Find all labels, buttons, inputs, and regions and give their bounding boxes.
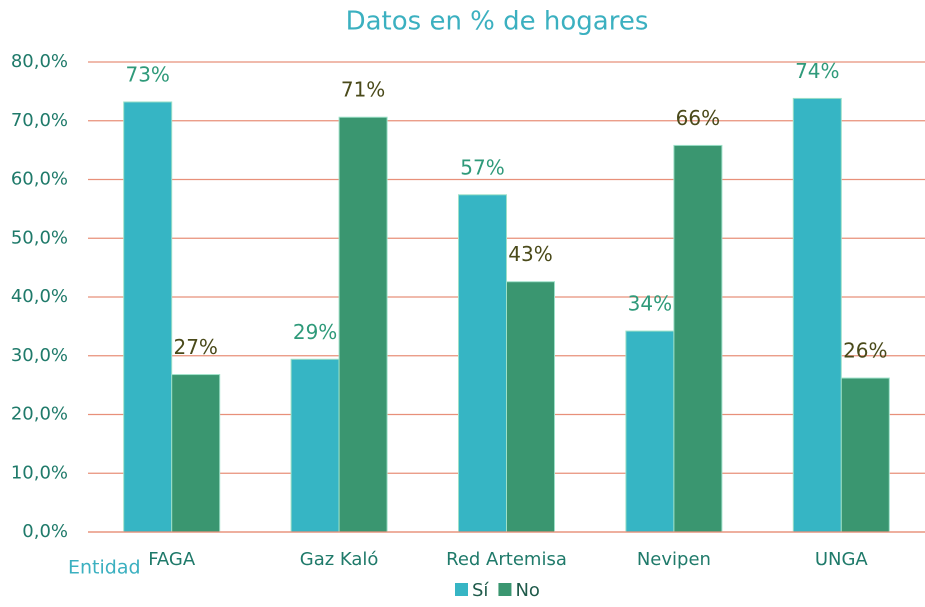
x-axis-label: Entidad [68, 557, 141, 579]
data-label: 26% [843, 339, 887, 363]
x-tick-label: UNGA [815, 549, 869, 570]
y-tick-label: 10,0% [11, 462, 68, 483]
bar [625, 330, 675, 533]
y-tick-label: 50,0% [11, 227, 68, 248]
bar [506, 281, 555, 533]
chart-title: Datos en % de hogares [346, 7, 649, 37]
data-label: 66% [676, 106, 720, 130]
y-tick-label: 60,0% [11, 169, 68, 190]
data-label: 57% [460, 155, 504, 179]
x-tick-label: Nevipen [637, 549, 711, 570]
data-label: 34% [628, 292, 672, 316]
x-tick-label: FAGA [148, 549, 196, 570]
bar [673, 144, 723, 533]
legend-label: Sí [472, 580, 489, 601]
y-tick-label: 20,0% [11, 404, 68, 425]
bar [290, 358, 340, 533]
y-tick-label: 40,0% [11, 286, 68, 307]
data-label: 43% [508, 242, 552, 266]
bar [171, 374, 221, 533]
data-label: 29% [293, 320, 337, 344]
bar [123, 101, 173, 533]
legend-swatch [498, 583, 512, 596]
data-label: 71% [341, 78, 385, 102]
data-label: 74% [795, 59, 839, 83]
bar [840, 377, 890, 533]
x-tick-label: Red Artemisa [446, 549, 567, 570]
bar [338, 116, 388, 533]
legend-label: No [515, 580, 539, 601]
data-label: 73% [125, 62, 169, 86]
legend-swatch [455, 583, 468, 596]
y-tick-label: 80,0% [11, 51, 68, 72]
y-tick-label: 0,0% [22, 521, 68, 542]
data-label: 27% [173, 335, 217, 359]
y-tick-label: 70,0% [11, 110, 68, 131]
bar [458, 194, 507, 533]
x-tick-label: Gaz Kaló [300, 549, 379, 570]
y-tick-label: 30,0% [11, 345, 68, 366]
bar [792, 97, 842, 533]
